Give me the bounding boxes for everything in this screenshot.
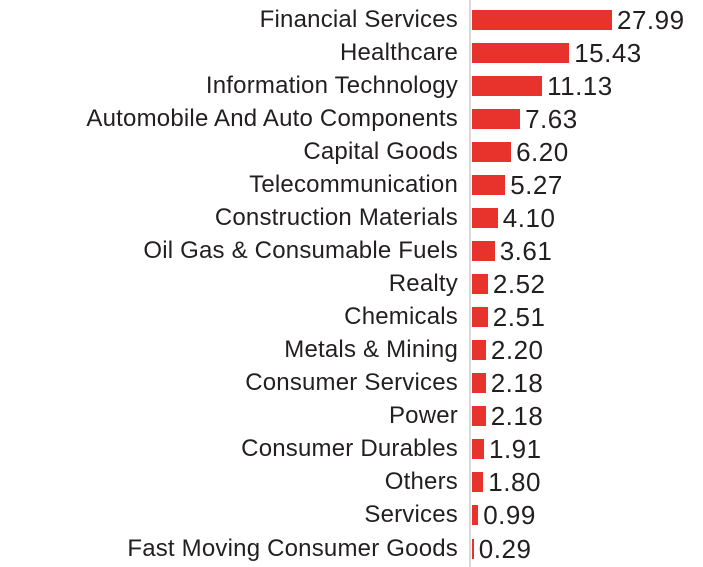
chart-row: Consumer Services 2.18 bbox=[0, 367, 703, 400]
value-label: 6.20 bbox=[516, 136, 569, 167]
bar bbox=[472, 75, 543, 96]
bar bbox=[472, 9, 612, 30]
category-label: Consumer Durables bbox=[241, 435, 458, 463]
value-label: 0.29 bbox=[478, 533, 532, 564]
value-label: 1.91 bbox=[489, 434, 542, 465]
chart-row: Chemicals 2.51 bbox=[0, 301, 703, 334]
bar bbox=[472, 207, 498, 228]
category-label: Fast Moving Consumer Goods bbox=[127, 534, 458, 562]
bar-cell: 2.18 bbox=[472, 403, 543, 429]
chart-row: Oil Gas & Consumable Fuels 3.61 bbox=[0, 234, 703, 267]
value-label: 2.20 bbox=[490, 335, 544, 366]
value-label: 2.51 bbox=[492, 302, 546, 333]
value-label: 5.27 bbox=[510, 169, 563, 200]
value-label: 7.63 bbox=[525, 103, 578, 134]
bar bbox=[472, 472, 484, 493]
category-label: Chemicals bbox=[344, 303, 458, 331]
value-label: 4.10 bbox=[502, 202, 556, 233]
chart-row: Telecommunication 5.27 bbox=[0, 168, 703, 201]
bar bbox=[472, 340, 486, 361]
bar bbox=[472, 373, 486, 394]
category-label: Consumer Services bbox=[245, 369, 458, 397]
chart-row: Capital Goods 6.20 bbox=[0, 135, 703, 168]
bar-cell: 2.20 bbox=[472, 337, 544, 363]
chart-row: Automobile And Auto Components 7.63 bbox=[0, 102, 703, 135]
chart-row: Healthcare 15.43 bbox=[0, 36, 703, 69]
bar bbox=[472, 406, 486, 427]
category-label: Oil Gas & Consumable Fuels bbox=[143, 236, 458, 264]
value-label: 2.18 bbox=[490, 401, 544, 432]
bar-cell: 3.61 bbox=[472, 238, 552, 264]
value-label: 0.99 bbox=[483, 500, 536, 531]
chart-row: Services 0.99 bbox=[0, 499, 703, 532]
bar bbox=[472, 108, 521, 129]
category-label: Power bbox=[388, 402, 458, 430]
bar bbox=[472, 307, 488, 328]
bar-cell: 27.99 bbox=[472, 7, 685, 33]
bar-cell: 0.29 bbox=[472, 536, 531, 562]
chart-row: Power 2.18 bbox=[0, 400, 703, 433]
value-label: 2.18 bbox=[490, 368, 544, 399]
bar-cell: 1.80 bbox=[472, 469, 541, 495]
bar-cell: 6.20 bbox=[472, 139, 569, 165]
category-label: Construction Materials bbox=[214, 203, 458, 231]
bar-cell: 4.10 bbox=[472, 205, 555, 231]
bar bbox=[472, 42, 570, 63]
category-label: Metals & Mining bbox=[284, 336, 458, 364]
bar-cell: 15.43 bbox=[472, 40, 642, 66]
category-label: Automobile And Auto Components bbox=[86, 104, 458, 132]
value-label: 3.61 bbox=[499, 235, 553, 266]
value-label: 11.13 bbox=[547, 70, 613, 101]
chart-row: Information Technology 11.13 bbox=[0, 69, 703, 102]
chart-row: Fast Moving Consumer Goods 0.29 bbox=[0, 532, 703, 565]
bar bbox=[472, 274, 488, 295]
category-label: Services bbox=[364, 501, 458, 529]
bar bbox=[472, 240, 495, 261]
bar bbox=[472, 141, 512, 162]
category-label: Information Technology bbox=[205, 71, 458, 99]
bar bbox=[472, 439, 484, 460]
category-label: Healthcare bbox=[339, 38, 458, 66]
bar-cell: 7.63 bbox=[472, 106, 578, 132]
bar-cell: 11.13 bbox=[472, 73, 613, 99]
category-label: Others bbox=[384, 468, 458, 496]
bar bbox=[472, 505, 479, 526]
chart-row: Metals & Mining 2.20 bbox=[0, 334, 703, 367]
bar-cell: 0.99 bbox=[472, 502, 536, 528]
value-label: 2.52 bbox=[492, 269, 546, 300]
category-label: Telecommunication bbox=[249, 170, 458, 198]
bar-cell: 1.91 bbox=[472, 436, 542, 462]
chart-row: Others 1.80 bbox=[0, 466, 703, 499]
value-label: 15.43 bbox=[574, 37, 642, 68]
category-label: Financial Services bbox=[259, 5, 458, 33]
chart-row: Realty 2.52 bbox=[0, 268, 703, 301]
chart-row: Financial Services 27.99 bbox=[0, 3, 703, 36]
bar bbox=[472, 538, 474, 559]
category-label: Capital Goods bbox=[303, 137, 458, 165]
chart-row: Consumer Durables 1.91 bbox=[0, 433, 703, 466]
category-label: Realty bbox=[388, 270, 458, 298]
bar bbox=[472, 174, 506, 195]
category-axis-line bbox=[469, 0, 471, 567]
bar-cell: 2.51 bbox=[472, 304, 545, 330]
bar-cell: 5.27 bbox=[472, 172, 563, 198]
bar-cell: 2.18 bbox=[472, 370, 543, 396]
chart-row: Construction Materials 4.10 bbox=[0, 201, 703, 234]
bar-cell: 2.52 bbox=[472, 271, 546, 297]
value-label: 27.99 bbox=[617, 4, 685, 35]
value-label: 1.80 bbox=[488, 467, 541, 498]
